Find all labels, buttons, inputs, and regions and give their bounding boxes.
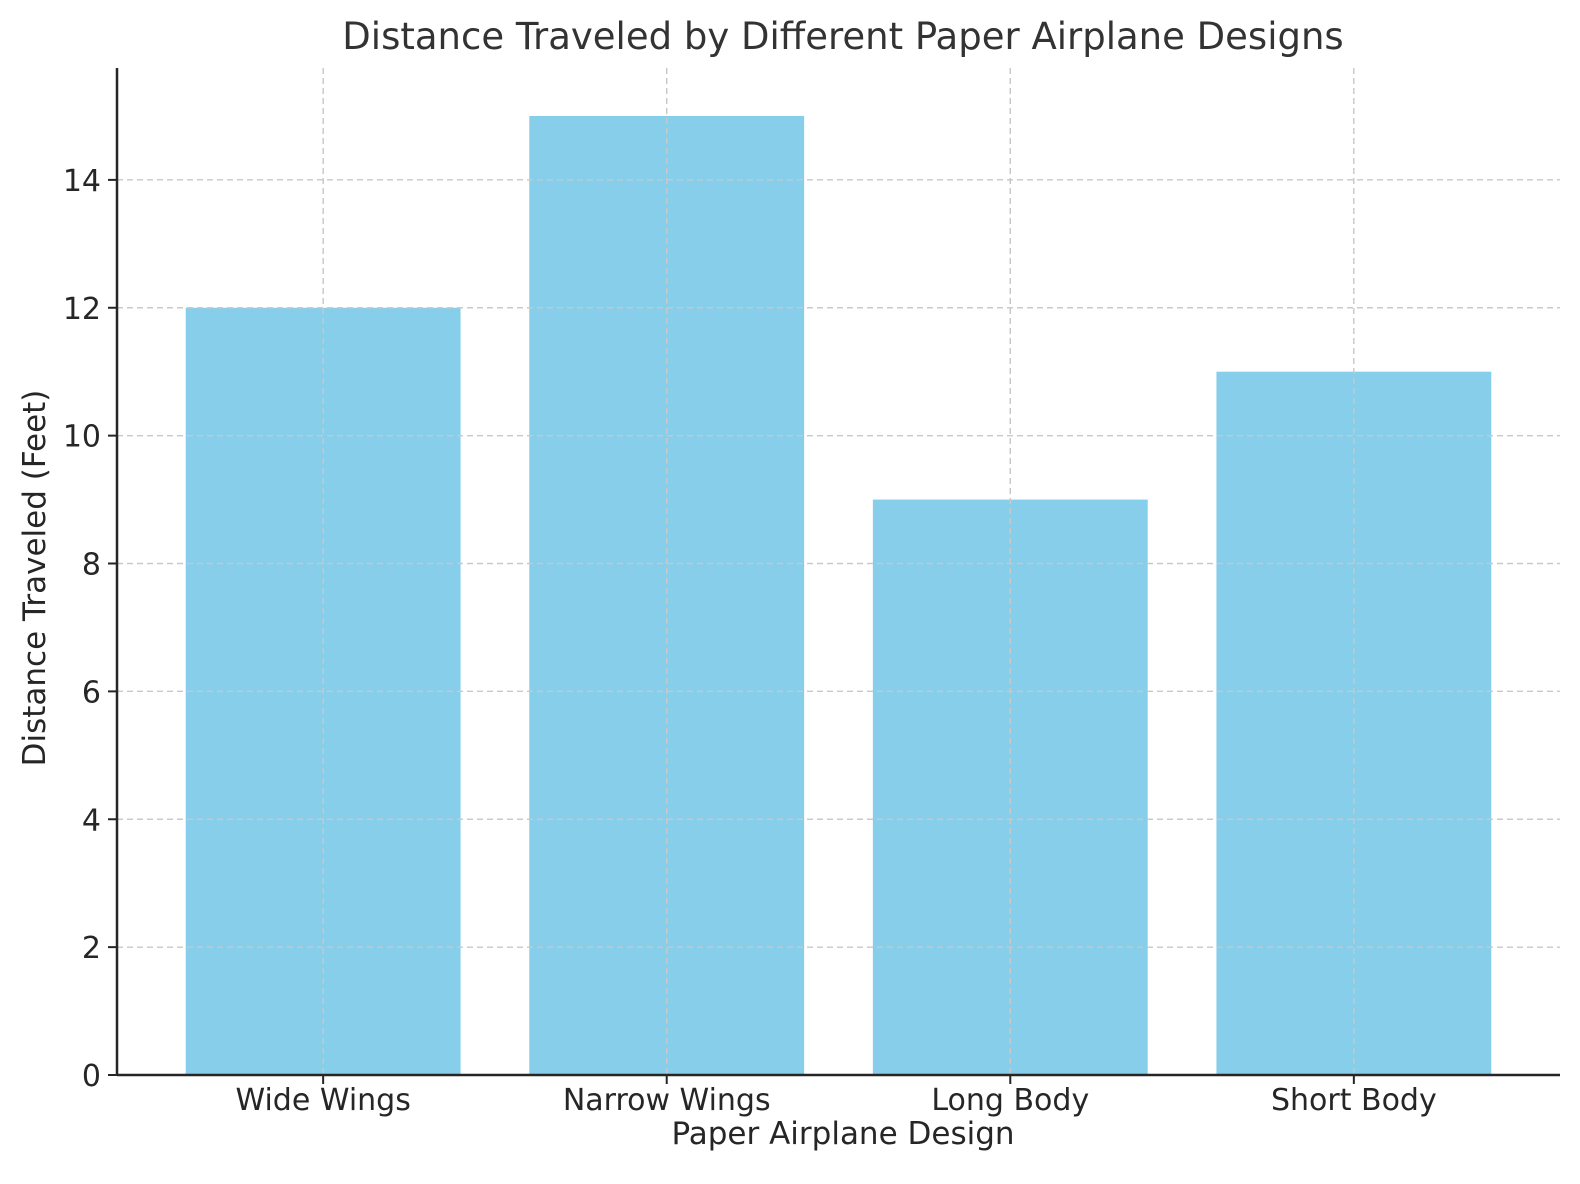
axes: [115, 68, 1560, 1077]
y-tick-label: 2: [82, 931, 101, 966]
y-tick-label: 0: [82, 1059, 101, 1094]
x-tick-label: Long Body: [931, 1083, 1089, 1118]
tick-labels: 0 2 4 6 8 10 12 14 Wide Wings Narrow Wings Long Bo…: [63, 164, 1437, 1118]
bar-narrow-wings: [529, 115, 805, 1075]
y-tick-label: 12: [63, 292, 101, 327]
x-tick-label: Wide Wings: [235, 1083, 410, 1118]
y-tick-label: 14: [63, 164, 101, 199]
chart-title: Distance Traveled by Different Paper Air…: [342, 15, 1343, 58]
x-tick-label: Narrow Wings: [563, 1083, 771, 1118]
x-axis-label: Paper Airplane Design: [671, 1116, 1014, 1152]
y-axis-label: Distance Traveled (Feet): [17, 390, 53, 767]
y-tick-label: 4: [82, 803, 101, 838]
y-tick-label: 8: [82, 548, 101, 583]
y-tick-label: 10: [63, 420, 101, 455]
y-tick-label: 6: [82, 675, 101, 710]
bars: [185, 115, 1492, 1076]
x-tick-label: Short Body: [1271, 1083, 1437, 1118]
